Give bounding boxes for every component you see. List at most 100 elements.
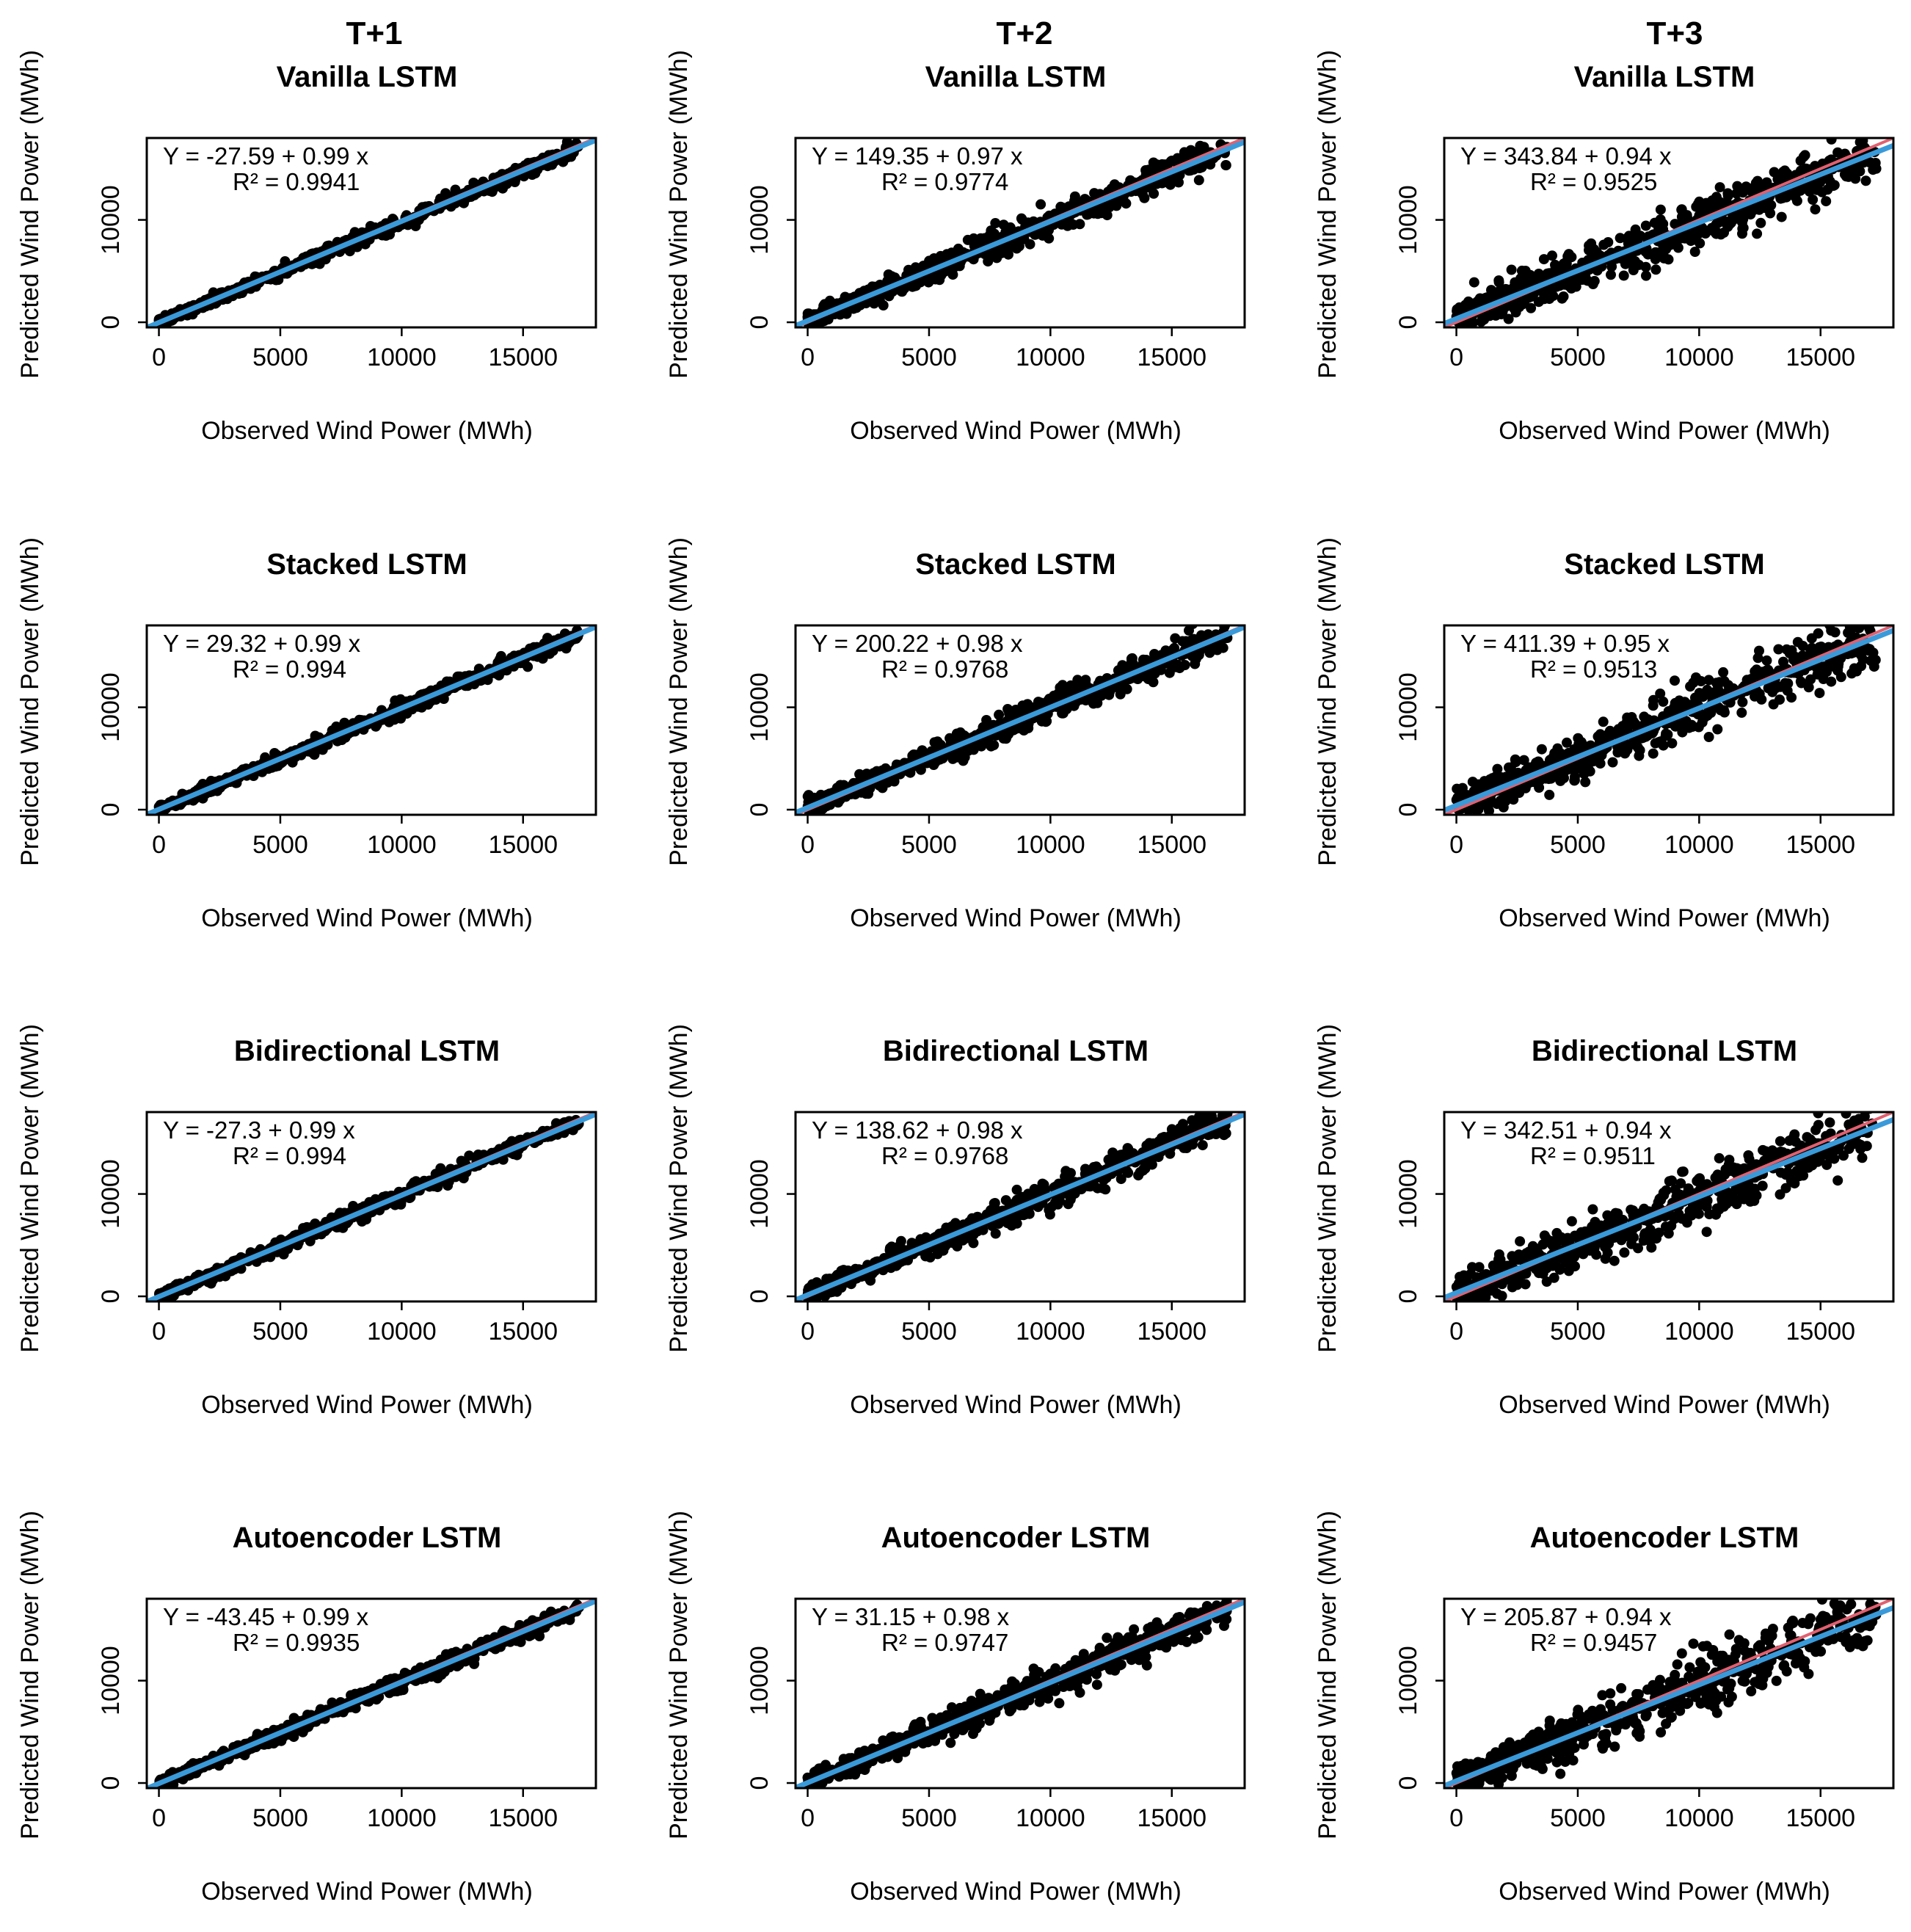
data-point — [314, 258, 325, 269]
r-squared-label: R² = 0.994 — [233, 1142, 346, 1169]
data-point — [1816, 186, 1827, 197]
panel-title: Vanilla LSTM — [277, 61, 458, 93]
panel-title: Stacked LSTM — [915, 548, 1115, 581]
data-point — [1580, 777, 1591, 788]
x-tick-label: 10000 — [1664, 831, 1734, 859]
data-point — [1115, 689, 1126, 700]
data-point — [1736, 707, 1747, 718]
data-point — [1104, 202, 1115, 213]
data-point — [1776, 211, 1787, 222]
r-squared-label: R² = 0.9513 — [1530, 656, 1657, 683]
y-tick-label: 10000 — [97, 672, 125, 742]
data-point — [1184, 625, 1194, 636]
data-point — [889, 776, 900, 787]
data-point — [1865, 157, 1876, 168]
data-point — [1805, 674, 1816, 685]
data-point — [1649, 217, 1660, 228]
data-point — [1011, 705, 1022, 715]
data-point — [1196, 630, 1206, 641]
data-point — [1533, 297, 1544, 308]
data-point — [831, 782, 842, 794]
reference-lines — [1444, 625, 1893, 815]
data-point — [1752, 228, 1763, 239]
r-squared-label: R² = 0.9768 — [881, 656, 1008, 683]
data-point — [1490, 771, 1502, 782]
y-axis-label: Predicted Wind Power (MWh) — [665, 537, 693, 866]
data-point — [1708, 225, 1719, 236]
data-point — [1737, 228, 1747, 239]
data-point — [1516, 265, 1527, 276]
data-point — [1635, 230, 1646, 242]
data-point — [1679, 719, 1690, 730]
y-tick-label: 0 — [1394, 803, 1422, 817]
y-tick-label: 0 — [746, 803, 774, 817]
x-axis-label: Observed Wind Power (MWh) — [850, 417, 1182, 445]
data-point — [1797, 641, 1808, 651]
data-point — [1821, 196, 1832, 207]
x-tick-label: 15000 — [1786, 344, 1855, 371]
r-squared-label: R² = 0.9525 — [1530, 168, 1657, 195]
data-point — [1148, 677, 1159, 688]
x-tick-label: 5000 — [252, 1318, 308, 1346]
data-point — [1583, 255, 1594, 266]
y-tick-label: 0 — [97, 316, 125, 330]
x-tick-label: 5000 — [252, 831, 308, 859]
data-point — [1104, 689, 1115, 700]
data-point — [396, 713, 407, 724]
data-point — [1584, 240, 1595, 251]
data-point — [1731, 188, 1742, 199]
data-point — [1548, 752, 1559, 763]
panel-title: Vanilla LSTM — [925, 61, 1107, 93]
data-point — [1759, 198, 1770, 208]
data-point — [1615, 233, 1626, 244]
data-point — [1526, 302, 1537, 313]
fit-line — [796, 139, 1245, 327]
data-point — [327, 725, 338, 736]
data-point — [1648, 694, 1659, 705]
data-point — [1796, 678, 1807, 689]
x-tick-label: 5000 — [901, 831, 957, 859]
data-point — [1126, 653, 1138, 664]
regression-equation: Y = -27.59 + 0.99 x — [163, 142, 369, 170]
data-point — [1850, 173, 1861, 184]
data-point — [1781, 644, 1792, 655]
regression-equation: Y = 200.22 + 0.98 x — [812, 630, 1023, 657]
data-point — [1168, 644, 1178, 656]
data-point — [1655, 204, 1666, 215]
x-axis-label: Observed Wind Power (MWh) — [201, 1391, 533, 1419]
data-point — [371, 721, 381, 732]
x-tick-label: 0 — [801, 831, 815, 859]
reference-lines — [1444, 138, 1893, 327]
data-point — [984, 229, 995, 240]
data-point — [1471, 804, 1482, 814]
plot-frame — [1443, 137, 1895, 329]
y-axis-label: Predicted Wind Power (MWh) — [1314, 50, 1342, 379]
data-point — [1510, 754, 1521, 765]
x-tick-label: 10000 — [367, 831, 437, 859]
y-axis-label: Predicted Wind Power (MWh) — [16, 1024, 44, 1353]
data-point — [1133, 1170, 1144, 1181]
data-point — [1722, 188, 1733, 199]
r-squared-label: R² = 0.994 — [233, 656, 346, 683]
data-point — [1536, 744, 1547, 755]
data-point — [1798, 151, 1809, 162]
data-point — [1617, 721, 1628, 732]
x-tick-label: 10000 — [367, 1318, 437, 1346]
fit-line — [147, 625, 596, 815]
data-point — [1510, 277, 1521, 288]
x-tick-label: 0 — [1449, 831, 1463, 859]
data-point — [1648, 748, 1659, 759]
data-point — [932, 736, 943, 747]
data-point — [1754, 645, 1764, 656]
data-point — [1795, 185, 1806, 196]
data-point — [1493, 275, 1504, 286]
data-point — [1064, 686, 1075, 696]
plot-frame — [794, 137, 1246, 329]
data-point — [1606, 261, 1617, 272]
data-point — [1761, 665, 1772, 676]
data-point — [1547, 250, 1557, 261]
panel-title: Bidirectional LSTM — [883, 1035, 1149, 1067]
data-point — [1854, 166, 1866, 177]
